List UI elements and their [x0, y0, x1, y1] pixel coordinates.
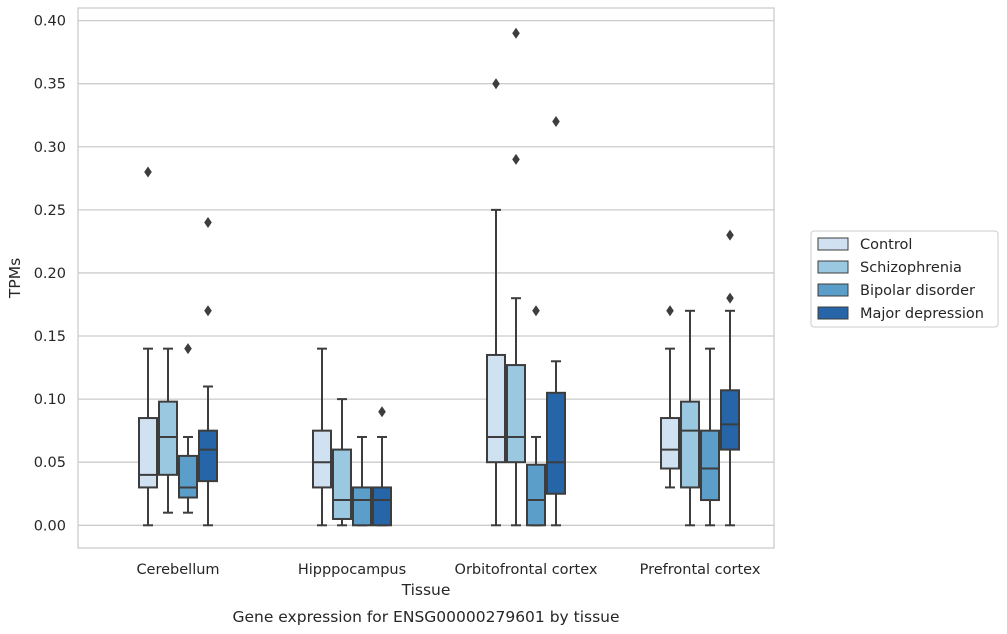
y-tick-label: 0.05 — [34, 455, 66, 471]
box-control — [486, 78, 506, 527]
outlier-point — [144, 166, 152, 178]
y-axis-label: TPMs — [6, 258, 24, 299]
box-body — [506, 364, 526, 464]
box-schizophrenia — [332, 398, 352, 527]
outlier-point — [532, 305, 540, 317]
box-body — [660, 417, 680, 470]
box-body — [178, 454, 198, 499]
box-bipolar-disorder — [178, 343, 198, 514]
box-major-depression — [372, 406, 392, 527]
outlier-point — [726, 229, 734, 241]
box-bipolar-disorder — [700, 347, 720, 527]
box-body — [680, 400, 700, 489]
x-axis-label: Tissue — [401, 581, 451, 599]
box-body — [138, 417, 158, 489]
box-schizophrenia — [158, 347, 178, 514]
x-tick-label: Orbitofrontal cortex — [455, 562, 598, 578]
outlier-point — [512, 27, 520, 39]
outlier-point — [204, 305, 212, 317]
y-tick-label: 0.20 — [34, 266, 66, 282]
legend-swatch — [817, 260, 849, 274]
box-body — [700, 429, 720, 502]
box-body — [198, 429, 218, 483]
outlier-point — [512, 153, 520, 165]
box-bipolar-disorder — [352, 435, 372, 527]
box-control — [660, 305, 680, 489]
box-control — [138, 166, 158, 527]
x-axis-ticks: Cerebellum Hipppocampus Orbitofrontal cort… — [136, 562, 760, 578]
legend: Control Schizophrenia Bipolar disorder Majo… — [810, 230, 999, 328]
y-axis-ticks: 0.00 0.05 0.10 0.15 0.20 0.25 0.30 0.35 0.40 — [34, 14, 66, 535]
x-tick-label: Prefrontal cortex — [640, 562, 761, 578]
box-body — [332, 448, 352, 520]
box-body — [546, 391, 566, 495]
y-tick-label: 0.00 — [34, 518, 66, 534]
box-body — [720, 389, 740, 451]
box-groups — [138, 27, 740, 527]
box-body — [372, 486, 392, 527]
box-major-depression — [720, 229, 740, 527]
box-body — [352, 486, 372, 527]
legend-label: Major depression — [860, 306, 984, 322]
legend-swatch — [817, 306, 849, 320]
x-tick-label: Cerebellum — [136, 562, 219, 578]
box-schizophrenia — [680, 309, 700, 527]
legend-label: Control — [860, 237, 912, 253]
outlier-point — [726, 292, 734, 304]
x-tick-label: Hipppocampus — [298, 562, 406, 578]
legend-frame — [810, 230, 999, 328]
legend-swatch — [817, 283, 849, 297]
y-tick-label: 0.35 — [34, 77, 66, 93]
legend-swatch — [817, 237, 849, 251]
box-body — [526, 463, 546, 527]
outlier-point — [552, 116, 560, 128]
outlier-point — [204, 216, 212, 228]
outlier-point — [666, 305, 674, 317]
box-body — [312, 429, 332, 489]
box-body — [486, 353, 506, 464]
y-tick-label: 0.15 — [34, 329, 66, 345]
figure-caption: Gene expression for ENSG00000279601 by t… — [232, 608, 619, 626]
plot-area-frame — [77, 7, 775, 549]
outlier-point — [492, 78, 500, 90]
box-schizophrenia — [506, 27, 526, 527]
outlier-point — [378, 406, 386, 418]
box-control — [312, 347, 332, 527]
legend-label: Bipolar disorder — [860, 283, 975, 299]
outlier-point — [184, 343, 192, 355]
box-bipolar-disorder — [526, 305, 546, 527]
box-major-depression — [198, 216, 218, 527]
box-major-depression — [546, 116, 566, 527]
box-body — [158, 400, 178, 476]
y-tick-label: 0.25 — [34, 203, 66, 219]
legend-label: Schizophrenia — [860, 260, 962, 276]
y-tick-label: 0.30 — [34, 140, 66, 156]
y-tick-label: 0.40 — [34, 14, 66, 30]
y-tick-label: 0.10 — [34, 392, 66, 408]
